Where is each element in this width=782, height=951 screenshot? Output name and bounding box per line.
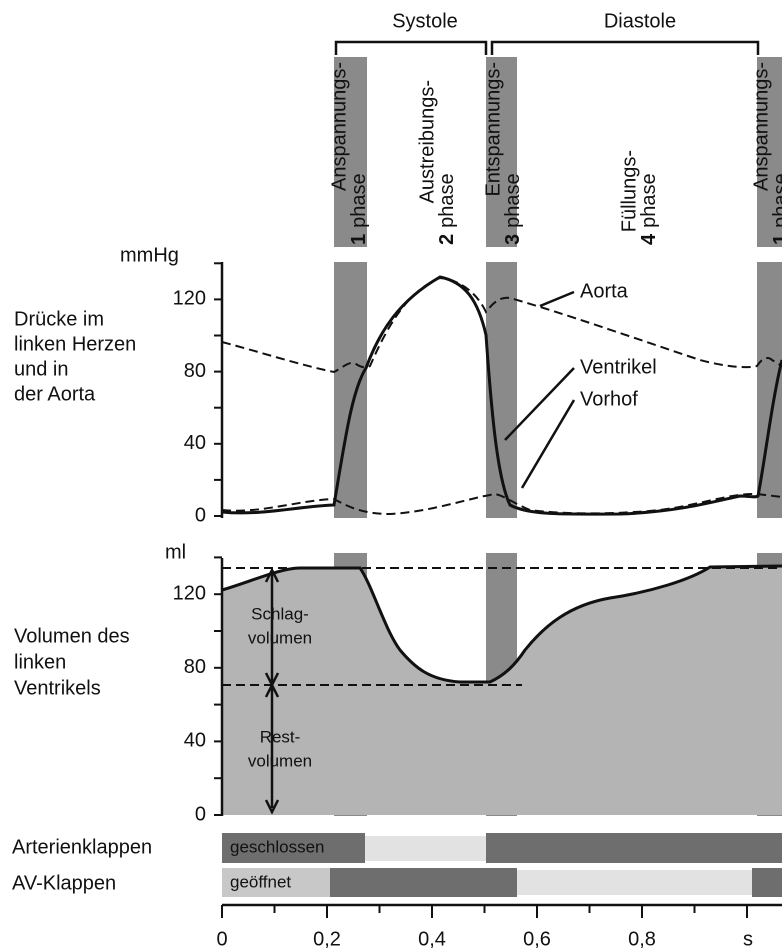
phase-title: Füllungs- [618, 150, 640, 232]
volume-tick-label: 0 [195, 803, 206, 825]
phase-word: phase [436, 173, 458, 228]
pressure-label: linken Herzen [14, 333, 136, 355]
phase-number: 1 [348, 234, 370, 245]
time-tick-label: 0,4 [418, 928, 446, 950]
volume-unit: ml [165, 541, 186, 563]
systole-label: Systole [392, 10, 458, 32]
stroke-volume-label: volumen [248, 628, 312, 647]
phase-word: phase [348, 173, 370, 228]
volume-label: linken [14, 651, 66, 673]
residual-volume-label: Rest- [260, 727, 301, 746]
volume-tick-label: 80 [184, 656, 206, 678]
phase-title: Austreibungs- [416, 80, 438, 203]
phase-number: 3 [502, 234, 524, 245]
time-tick-label: 0,8 [628, 928, 656, 950]
stroke-volume-label: Schlag- [251, 604, 309, 623]
atrium-curve [221, 492, 782, 516]
phase-subtitle: 2 phase [436, 173, 458, 245]
arterial-valves-state: geschlossen [230, 837, 325, 856]
diastole-label: Diastole [604, 10, 676, 32]
phase-number: 2 [436, 234, 458, 245]
pressure-label: Drücke im [14, 308, 104, 330]
aorta-curve [221, 276, 782, 374]
ventricle-curve [221, 275, 782, 516]
phase-word: phase [502, 173, 524, 228]
volume-tick-label: 40 [184, 730, 206, 752]
time-tick-label: 0,2 [313, 928, 341, 950]
phase-title: Anspannungs- [328, 62, 350, 191]
pressure-label: und in [14, 358, 69, 380]
phase-subtitle: 1 phase [770, 173, 782, 245]
valve-bars [222, 833, 782, 897]
time-tick-label: 0,6 [523, 928, 551, 950]
time-unit: s [743, 928, 753, 950]
pressure-tick-label: 0 [195, 504, 206, 526]
arterial-valves-label: Arterienklappen [12, 836, 152, 858]
phase-title: Anspannungs- [750, 62, 772, 191]
av-valves-state: geöffnet [230, 872, 291, 891]
pressure-label: der Aorta [14, 383, 96, 405]
pressure-tick-label: 120 [173, 288, 206, 310]
phase-brackets [334, 40, 760, 55]
phase-subtitle: 1 phase [348, 173, 370, 245]
volume-label: Ventrikels [14, 677, 101, 699]
time-tick-label: 0 [216, 928, 227, 950]
phase-word: phase [638, 173, 660, 228]
ventricle-label: Ventrikel [580, 356, 657, 378]
volume-label: Volumen des [14, 625, 130, 647]
pressure-unit: mmHg [120, 244, 179, 266]
phase-number: 1 [770, 234, 782, 245]
volume-area [222, 566, 782, 815]
phase-title: Entspannungs- [482, 62, 504, 197]
volume-tick-label: 120 [173, 582, 206, 604]
residual-volume-label: volumen [248, 751, 312, 770]
curve-leaders [504, 290, 576, 489]
phase-subtitle: 4 phase [638, 173, 660, 245]
phase-word: phase [770, 173, 782, 228]
phase-number: 4 [638, 233, 660, 245]
phase-subtitle: 3 phase [502, 173, 524, 245]
pressure-tick-label: 40 [184, 432, 206, 454]
av-valves-label: AV-Klappen [12, 872, 116, 894]
pressure-tick-label: 80 [184, 360, 206, 382]
axes [220, 262, 782, 907]
volume-arrows [264, 567, 280, 815]
aorta-label: Aorta [580, 280, 629, 302]
atrium-label: Vorhof [580, 388, 638, 410]
